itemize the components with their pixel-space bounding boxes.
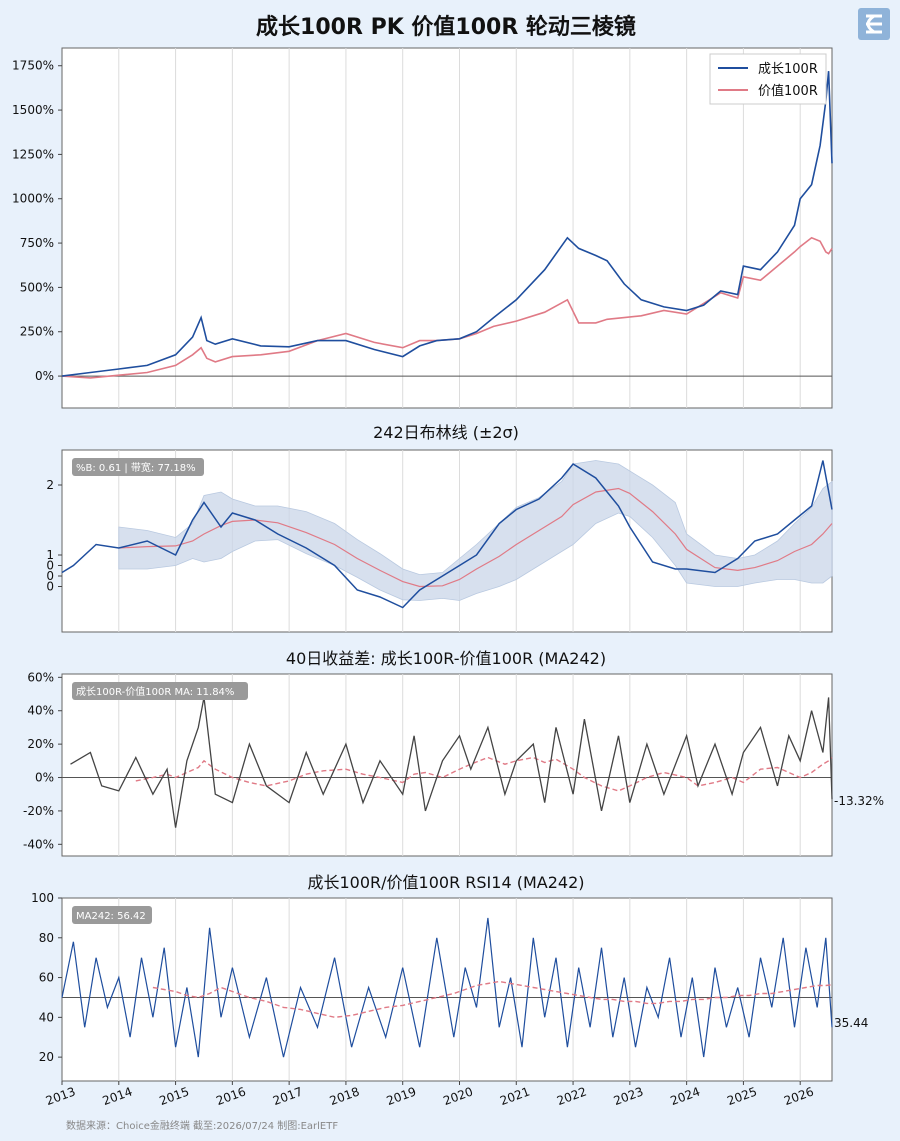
bollinger-band	[118, 460, 833, 601]
panel-rsi	[61, 897, 833, 1082]
ytick-label: 0	[46, 569, 54, 583]
panel-price-grid	[118, 48, 801, 408]
panel-spread-annotation: 成长100R-价值100R MA: 11.84%	[72, 682, 248, 700]
ytick-label: 100	[31, 891, 54, 905]
ytick-label: 500%	[20, 280, 54, 294]
bollinger-price-line	[61, 460, 833, 609]
panel-bollinger-annotation: %B: 0.61 | 带宽: 77.18%	[72, 458, 204, 476]
panel-price-lines	[61, 71, 833, 379]
ytick-label: 0%	[35, 771, 54, 785]
ytick-label: 60	[39, 971, 54, 985]
ytick-label: 0	[46, 580, 54, 594]
ytick-label: 2	[46, 478, 54, 492]
spread-annotation-text: 成长100R-价值100R MA: 11.84%	[76, 685, 234, 698]
series-growth-line	[61, 71, 833, 377]
panel-spread	[61, 673, 833, 857]
bollinger-mid-line	[118, 487, 833, 588]
series-value-line	[61, 236, 833, 379]
bollinger-annotation-text: %B: 0.61 | 带宽: 77.18%	[76, 461, 196, 474]
panel-price-yticks: 1750% 1500% 1250% 1000% 750% 500% 250% 0%	[12, 59, 62, 383]
ytick-label: -20%	[23, 804, 54, 818]
panel-rsi-yticks: 100 80 60 40 20	[31, 891, 62, 1064]
panel-spread-yticks: 60% 40% 20% 0% -20% -40%	[23, 670, 62, 851]
spread-line	[70, 697, 833, 828]
ytick-label: 1250%	[12, 147, 54, 161]
panel-spread-lines	[62, 697, 833, 828]
ytick-label: 20	[39, 1050, 54, 1064]
ytick-label: 1000%	[12, 192, 54, 206]
panel-rsi-annotation: MA242: 56.42	[72, 906, 152, 924]
ytick-label: 1500%	[12, 103, 54, 117]
ytick-label: 60%	[27, 670, 54, 684]
ytick-label: 0%	[35, 369, 54, 383]
spread-last-value: -13.32%	[834, 794, 884, 808]
ytick-label: 750%	[20, 236, 54, 250]
ytick-label: 20%	[27, 737, 54, 751]
ytick-label: 40%	[27, 704, 54, 718]
legend-label-growth: 成长100R	[758, 62, 818, 77]
ytick-label: 1	[46, 548, 54, 562]
ytick-label: 40	[39, 1010, 54, 1024]
rsi-annotation-text: MA242: 56.42	[76, 911, 146, 922]
legend: 成长100R 价值100R	[709, 53, 827, 105]
figure-title: 成长100R PK 价值100R 轮动三棱镜	[256, 14, 636, 40]
ytick-label: 80	[39, 931, 54, 945]
rsi-last-value: 35.44	[834, 1016, 868, 1030]
ytick-label: -40%	[23, 837, 54, 851]
rsi-ma-line	[152, 980, 833, 1019]
panel-rsi-lines	[61, 917, 833, 1058]
panel-price	[61, 47, 833, 409]
ytick-label: 250%	[20, 325, 54, 339]
logo-icon	[858, 8, 890, 40]
panel-rsi-title: 成长100R/价值100R RSI14 (MA242)	[307, 873, 584, 892]
ytick-label: 0	[46, 559, 54, 573]
panel-bollinger-title: 242日布林线 (±2σ)	[373, 423, 519, 442]
panel-rsi-grid	[118, 898, 801, 1081]
spread-ma-line	[135, 756, 833, 792]
rsi-line	[61, 917, 833, 1058]
panel-spread-title: 40日收益差: 成长100R-价值100R (MA242)	[286, 649, 606, 668]
ytick-label: 1750%	[12, 59, 54, 73]
footer-source: 数据来源：Choice金融终端 截至:2026/07/24 制图:EarlETF	[66, 1119, 338, 1132]
panel-bollinger-lines	[61, 460, 833, 609]
legend-label-value: 价值100R	[758, 83, 818, 99]
